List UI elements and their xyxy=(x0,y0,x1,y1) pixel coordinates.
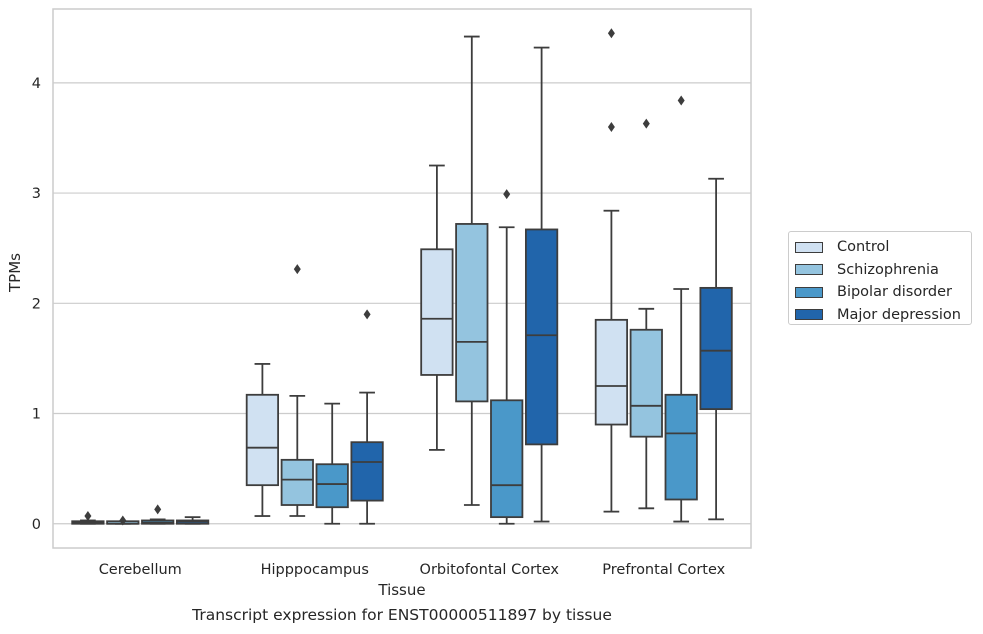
legend-label: Control xyxy=(837,239,890,256)
box-major-depression xyxy=(350,441,384,502)
legend-swatch xyxy=(795,309,823,321)
x-tick-label: Orbitofontal Cortex xyxy=(420,562,560,578)
outlier-point xyxy=(677,95,685,106)
box-schizophrenia xyxy=(455,223,489,403)
box-bipolar-disorder xyxy=(664,393,698,501)
outlier-point xyxy=(503,189,511,200)
chart-caption: Transcript expression for ENST0000051189… xyxy=(192,606,612,624)
box-bipolar-disorder xyxy=(315,463,349,509)
y-tick-label: 4 xyxy=(32,76,41,92)
box-control xyxy=(245,393,280,487)
box-control xyxy=(420,248,454,376)
box-schizophrenia xyxy=(629,328,663,438)
box-major-depression xyxy=(524,228,559,446)
legend-label: Schizophrenia xyxy=(837,261,939,278)
y-axis-title: TPMs xyxy=(6,253,24,293)
legend: Control Schizophrenia Bipolar disorder Majo… xyxy=(788,231,972,325)
x-tick-label: Cerebellum xyxy=(99,562,182,578)
outlier-point xyxy=(293,264,301,275)
legend-item: Schizophrenia xyxy=(795,259,971,282)
outlier-point xyxy=(84,511,92,522)
outlier-point xyxy=(607,121,615,132)
outlier-point xyxy=(363,309,371,320)
x-axis-title: Tissue xyxy=(377,581,425,599)
legend-item: Control xyxy=(795,236,971,259)
outlier-point xyxy=(154,504,162,515)
outlier-point xyxy=(119,515,127,526)
plot-area xyxy=(52,8,752,549)
legend-swatch xyxy=(795,264,823,276)
x-tick-label: Hipppocampus xyxy=(261,562,369,578)
legend-label: Bipolar disorder xyxy=(837,284,952,301)
x-tick-label: Prefrontal Cortex xyxy=(602,562,725,578)
legend-swatch xyxy=(795,241,823,253)
box-bipolar-disorder xyxy=(490,399,524,519)
outlier-point xyxy=(642,118,650,129)
box-schizophrenia xyxy=(280,458,314,506)
legend-item: Bipolar disorder xyxy=(795,281,971,304)
legend-label: Major depression xyxy=(837,306,961,323)
box-major-depression xyxy=(699,286,733,411)
legend-swatch xyxy=(795,286,823,298)
y-tick-label: 0 xyxy=(32,517,41,533)
outlier-point xyxy=(607,28,615,39)
y-tick-label: 1 xyxy=(32,407,41,423)
legend-item: Major depression xyxy=(795,304,971,327)
y-tick-label: 2 xyxy=(32,296,41,312)
y-tick-label: 3 xyxy=(32,186,41,202)
box-control xyxy=(594,318,629,426)
